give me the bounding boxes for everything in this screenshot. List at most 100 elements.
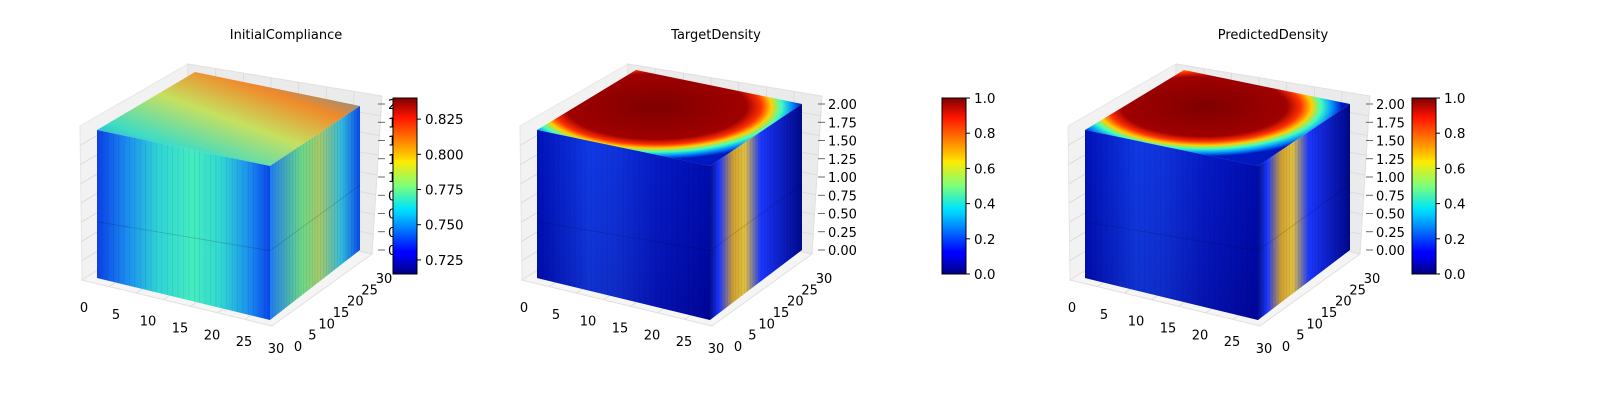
- z-tick-label: 1.25: [828, 153, 857, 168]
- z-tick-label: 1.00: [828, 171, 857, 186]
- y-tick-label: 25: [1349, 283, 1366, 298]
- voxel-right-face: [1258, 104, 1350, 320]
- y-tick-label: 20: [347, 295, 364, 310]
- panel-title-3: PredictedDensity: [1218, 28, 1329, 43]
- colorbar-tick-label: 0.775: [425, 183, 464, 199]
- voxel-front-face: [97, 130, 270, 320]
- colorbar-tick-label: 0.4: [1444, 197, 1465, 213]
- x-tick-label: 30: [708, 342, 725, 357]
- panel-target-density: 0 5 10 15 20 25 30 0510152025300.000.250.500.75…: [519, 63, 857, 357]
- y-tick-label: 30: [376, 272, 393, 287]
- z-tick-label: 1.25: [1376, 153, 1405, 168]
- x-tick-label: 30: [268, 342, 285, 357]
- voxel-layer-seam: [96, 184, 361, 252]
- x-tick-label: 20: [1192, 328, 1209, 343]
- voxel-right-face: [270, 106, 360, 320]
- z-tick-label: 0.50: [828, 208, 857, 223]
- x-tick-label: 15: [1160, 322, 1177, 337]
- z-tick-label: 0.00: [1376, 244, 1405, 259]
- colorbar-tick-label: 0.2: [974, 232, 995, 248]
- voxel-layer-seam: [536, 183, 803, 252]
- y-tick-label: 10: [1306, 317, 1323, 332]
- x-tick-label: 0: [80, 301, 88, 316]
- y-tick-label: 10: [758, 317, 775, 332]
- y-tick-label: 30: [816, 272, 833, 287]
- x-tick-label: 20: [204, 328, 221, 343]
- y-tick-label: 0: [734, 340, 742, 355]
- y-tick-label: 20: [787, 295, 804, 310]
- colorbar-2: 0.0 0.2 0.4 0.6 0.8 1.0: [941, 91, 995, 283]
- z-tick-label: 0.50: [1376, 208, 1405, 223]
- z-tick-label: 1.75: [828, 116, 857, 131]
- y-tick-label: 5: [748, 329, 756, 344]
- colorbar-1: 0.725 0.750 0.775 0.800 0.825: [392, 97, 464, 275]
- x-tick-label: 10: [140, 315, 157, 330]
- x-tick-label: 25: [1224, 335, 1241, 350]
- z-tick-label: 1.50: [1376, 135, 1405, 150]
- z-tick-label: 1.75: [1376, 116, 1405, 131]
- y-tick-label: 0: [294, 340, 302, 355]
- z-tick-label: 0.25: [828, 226, 857, 241]
- y-tick-label: 30: [1364, 272, 1381, 287]
- x-tick-label: 20: [644, 328, 661, 343]
- voxel-layer-seam: [1084, 183, 1351, 252]
- colorbar-tick-label: 0.8: [1444, 126, 1465, 142]
- colorbar-tick-label: 1.0: [974, 91, 995, 107]
- colorbar-3: 0.0 0.2 0.4 0.6 0.8 1.0: [1411, 91, 1465, 283]
- x-tick-label: 25: [236, 335, 253, 350]
- colorbar-tick-label: 0.825: [425, 112, 464, 128]
- x-tick-label: 10: [1128, 315, 1145, 330]
- colorbar-gradient: [941, 97, 967, 275]
- panel-initial-compliance: 0510152025300510152025300.000.250.500.75…: [79, 63, 417, 357]
- x-tick-label: 5: [112, 308, 120, 323]
- colorbar-tick-label: 1.0: [1444, 91, 1465, 107]
- z-tick-label: 2.00: [828, 98, 857, 113]
- y-tick-label: 25: [361, 283, 378, 298]
- z-tick-label: 2.00: [1376, 98, 1405, 113]
- x-tick-label: 15: [612, 322, 629, 337]
- panel-title-1: InitialCompliance: [230, 28, 343, 43]
- y-tick-label: 5: [1296, 329, 1304, 344]
- z-tick-label: 0.75: [1376, 189, 1405, 204]
- colorbar-tick-label: 0.8: [974, 126, 995, 142]
- colorbar-tick-label: 0.6: [1444, 161, 1465, 177]
- voxel-top-face: [537, 70, 802, 166]
- colorbar-tick-label: 0.4: [974, 197, 995, 213]
- z-tick-label: 1.00: [1376, 171, 1405, 186]
- x-tick-label: 30: [1256, 342, 1273, 357]
- voxel-top-face: [97, 72, 360, 166]
- y-tick-label: 5: [308, 329, 316, 344]
- panel-title-2: TargetDensity: [670, 28, 761, 43]
- colorbar-gradient: [1411, 97, 1437, 275]
- colorbar-tick-label: 0.725: [425, 253, 464, 269]
- colorbar-tick-label: 0.750: [425, 218, 464, 234]
- y-tick-label: 15: [1321, 306, 1338, 321]
- x-tick-label: 5: [1100, 308, 1108, 323]
- x-tick-label: 10: [580, 315, 597, 330]
- y-tick-label: 10: [318, 317, 335, 332]
- voxel-right-face: [710, 104, 802, 320]
- voxel-top-face: [1085, 70, 1350, 166]
- x-tick-label: 0: [520, 301, 528, 316]
- x-tick-label: 0: [1068, 301, 1076, 316]
- voxel-front-shade: [537, 130, 710, 320]
- colorbar-gradient: [392, 97, 418, 275]
- voxel-front-shade: [1085, 130, 1258, 320]
- z-tick-label: 0.25: [1376, 226, 1405, 241]
- y-tick-label: 25: [801, 283, 818, 298]
- z-tick-label: 0.75: [828, 189, 857, 204]
- colorbar-tick-label: 0.0: [1444, 267, 1465, 283]
- y-tick-label: 20: [1335, 295, 1352, 310]
- x-tick-label: 5: [552, 308, 560, 323]
- colorbar-tick-label: 0.6: [974, 161, 995, 177]
- z-tick-label: 0.00: [828, 244, 857, 259]
- x-tick-label: 15: [172, 322, 189, 337]
- y-tick-label: 15: [333, 306, 350, 321]
- colorbar-tick-label: 0.2: [1444, 232, 1465, 248]
- x-tick-label: 25: [676, 335, 693, 350]
- colorbar-tick-label: 0.800: [425, 147, 464, 163]
- y-tick-label: 0: [1282, 340, 1290, 355]
- z-tick-label: 1.50: [828, 135, 857, 150]
- y-tick-label: 15: [773, 306, 790, 321]
